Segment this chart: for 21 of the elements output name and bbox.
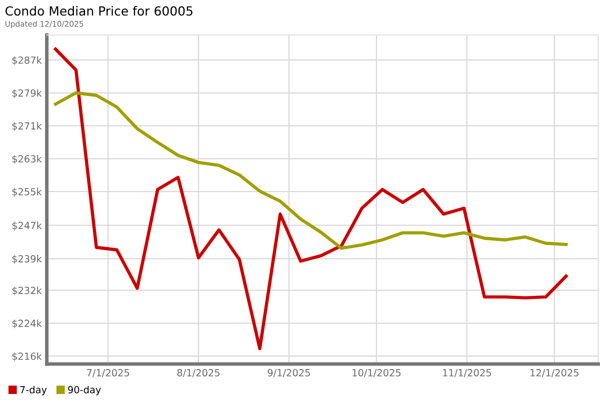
x-tick-label: 9/1/2025 <box>268 369 310 378</box>
x-tick-label: 7/1/2025 <box>87 369 130 378</box>
chart-title: Condo Median Price for 60005 <box>6 6 192 16</box>
x-tick-label: 8/1/2025 <box>177 369 220 378</box>
x-tick-label: 12/1/2025 <box>530 369 579 378</box>
y-tick-label: $279k <box>12 89 42 98</box>
line-series <box>54 91 568 250</box>
y-tick-label: $224k <box>12 319 42 328</box>
x-tick-label: 11/1/2025 <box>443 369 491 378</box>
line-series <box>54 48 568 350</box>
legend-label: 7-day <box>20 386 47 396</box>
legend-label: 90-day <box>68 386 101 396</box>
y-tick-label: $287k <box>12 56 42 66</box>
y-tick-label: $255k <box>12 188 42 197</box>
y-tick-label: $263k <box>12 154 42 164</box>
y-tick-label: $239k <box>12 254 42 264</box>
y-tick-label: $247k <box>12 222 42 230</box>
y-tick-label: $271k <box>12 122 42 131</box>
y-tick-label: $232k <box>12 286 42 296</box>
y-tick-label: $216k <box>12 352 42 362</box>
x-tick-label: 10/1/2025 <box>352 369 401 378</box>
